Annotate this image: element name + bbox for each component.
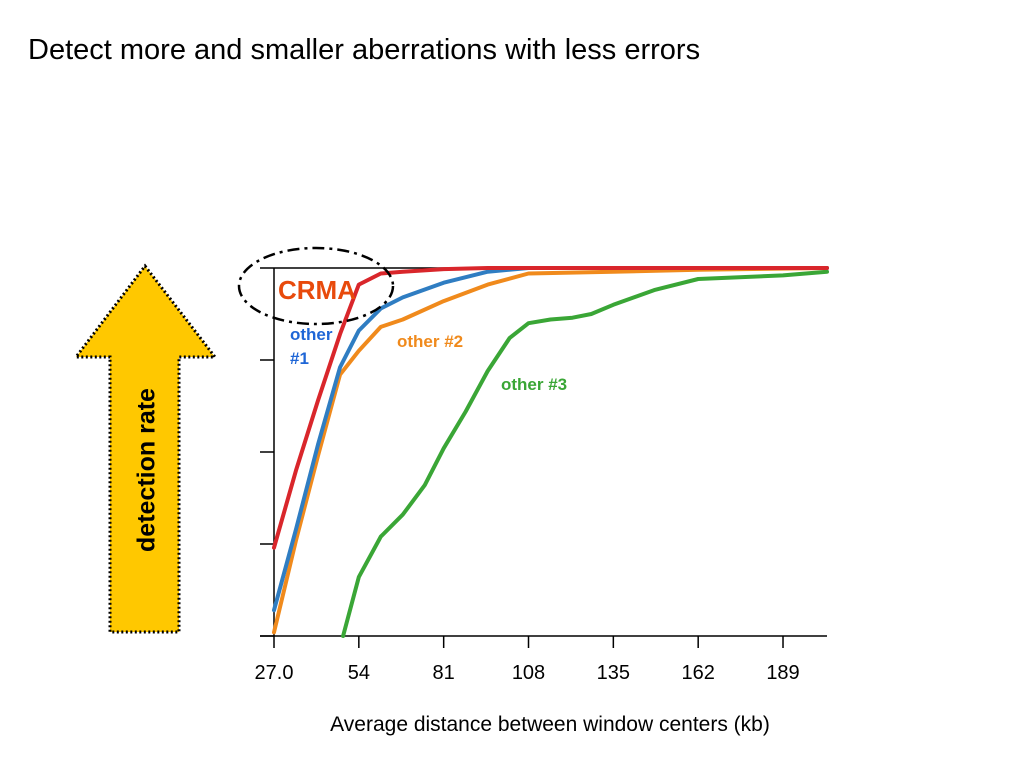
crma-highlight-ellipse [237,246,395,326]
series-label-crma: CRMA [278,275,356,305]
series-line-crma [272,266,829,550]
series-label-other-1-line2: #1 [290,349,309,368]
series-label-other-1-line1: other [290,325,333,344]
x-tick-label: 135 [597,662,630,684]
x-tick-label: 189 [766,662,799,684]
x-axis-title: Average distance between window centers … [330,713,770,736]
slide-title: Detect more and smaller aberrations with… [28,34,701,66]
x-ticks: 27.0 54 81 108 135 162 189 [255,636,800,684]
x-tick-label: 81 [433,662,455,684]
series-label-other-2: other #2 [397,332,463,351]
series-label-other-3: other #3 [501,375,567,394]
x-tick-label: 27.0 [255,662,294,684]
y-ticks [260,267,274,637]
series-line-other-3 [341,269,829,638]
x-tick-label: 162 [681,662,714,684]
series-labels: CRMA other #1 other #2 other #3 [278,275,567,394]
x-tick-label: 108 [512,662,545,684]
x-tick-label: 54 [348,662,370,684]
series-line-other-2 [272,266,829,635]
series-lines [272,266,829,638]
